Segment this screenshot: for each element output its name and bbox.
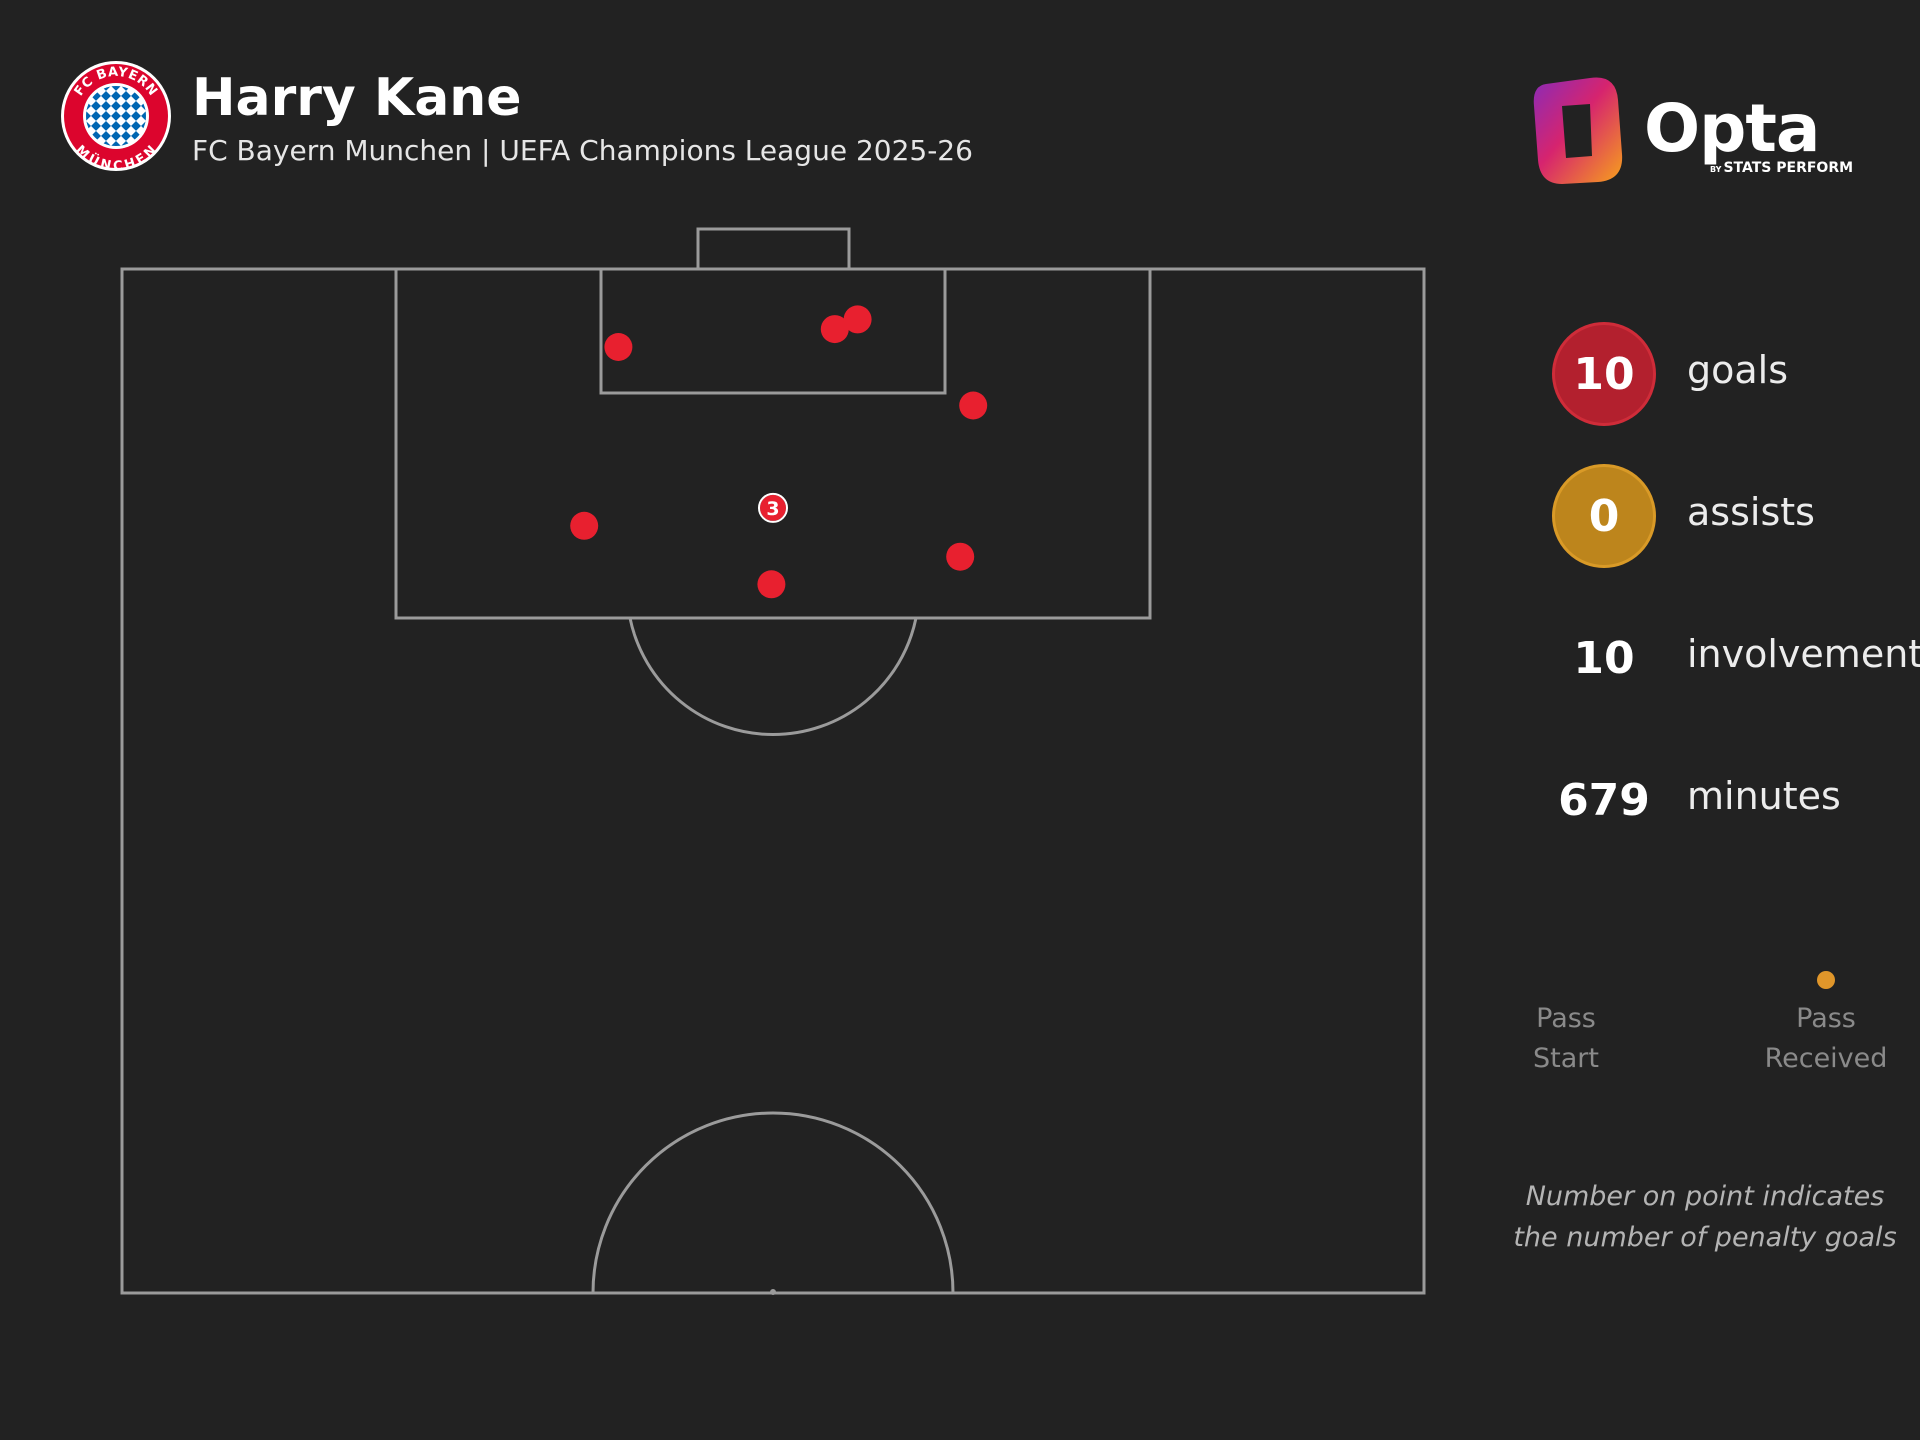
opta-logo: Opta BY STATS PERFORM [1532,76,1853,186]
pass-received-dot [1817,971,1835,989]
opta-tagline-text: STATS PERFORM [1723,160,1854,176]
stat-row-goals: 10 goals [1552,322,1920,432]
shot-point [959,391,988,420]
stat-label-goals: goals [1687,348,1789,392]
shot-point [760,494,786,521]
stat-label-minutes: minutes [1687,774,1841,818]
stat-row-minutes: 679 minutes [1552,748,1920,858]
center-circle [591,1111,955,1294]
penalty-goal-count: 3 [766,498,779,520]
goal [696,227,851,271]
crest-diamond [111,141,121,146]
stat-row-involvements: 10 involvements [1552,606,1920,716]
penalty-arc [628,617,918,737]
stat-label-assists: assists [1687,490,1815,534]
penalty-point-ring [758,492,788,523]
legend-pass-received: Pass Received [1756,999,1896,1079]
fc-bayern-crest-icon: FC BAYERN MÜNCHEN [61,61,171,172]
shot-point [946,542,975,571]
shot-point [604,333,633,361]
legend-start-line1: Pass [1536,1003,1596,1034]
legend-start-line2: Start [1533,1043,1599,1074]
stat-value-minutes: 679 [1558,774,1650,826]
center-spot [770,1289,776,1295]
stat-value-assists: 0 [1552,464,1656,568]
legend-end-line2: Received [1764,1043,1888,1074]
legend-end-line1: Pass [1796,1003,1856,1034]
six-yard-box [599,267,947,395]
penalty-area [394,267,1152,620]
opta-wordmark: Opta [1644,90,1820,167]
opta-logo-icon [1533,77,1623,184]
stat-value-involvements: 10 [1573,632,1635,684]
stat-label-involvements: involvements [1687,632,1920,676]
shot-point [570,511,599,540]
shot-point [843,305,872,334]
pass-legend-line [1566,971,1835,989]
shot-map-pitch: 3 [120,227,1426,1295]
subtitle: FC Bayern Munchen | UEFA Champions Leagu… [192,134,973,167]
opta-tagline-by: BY [1710,165,1722,174]
legend-pass-start: Pass Start [1526,999,1606,1079]
opta-tagline: BY STATS PERFORM [1710,160,1853,176]
stat-row-assists: 0 assists [1552,464,1920,574]
pitch-lines [120,227,1426,1295]
pitch-outline [120,267,1426,1295]
shot-points: 3 [570,305,988,599]
shot-point [820,315,849,344]
penalty-note: Number on point indicates the number of … [1513,1181,1897,1253]
shot-point [757,570,786,599]
player-name: Harry Kane [192,68,522,128]
stat-value-goals: 10 [1552,322,1656,426]
